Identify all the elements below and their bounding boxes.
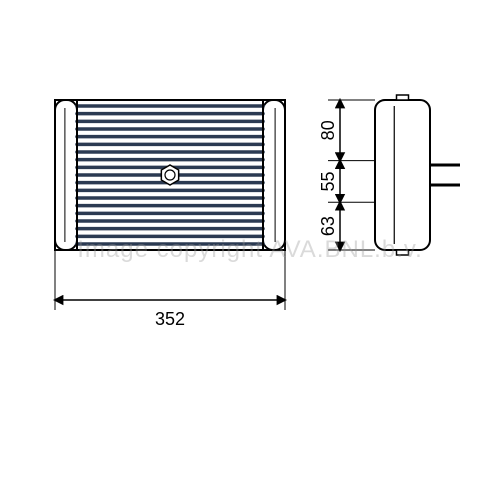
dim-80-label: 80 <box>318 120 338 140</box>
width-dimension-label: 352 <box>155 309 185 329</box>
center-bolt <box>161 165 178 185</box>
side-view-outline <box>375 100 430 250</box>
left-tank <box>55 100 77 250</box>
right-tank <box>263 100 285 250</box>
dim-63-label: 63 <box>318 216 338 236</box>
technical-drawing: 352 80 55 63 <box>0 0 500 500</box>
dim-55-label: 55 <box>318 171 338 191</box>
